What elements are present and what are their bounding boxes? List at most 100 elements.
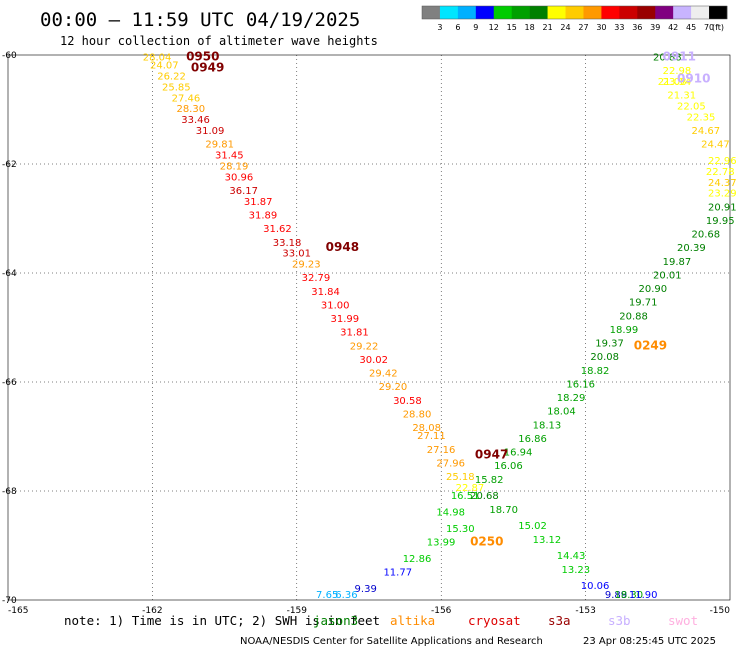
wave-height-value: 18.04 [547, 407, 576, 418]
x-tick-label: -150 [710, 606, 731, 616]
colorbar-label: 45 [686, 23, 696, 32]
wave-height-value: 10.06 [581, 581, 610, 592]
wave-height-value: 7.65 [316, 590, 338, 601]
wave-height-value: 19.71 [629, 298, 658, 309]
wave-height-value: 30.96 [225, 172, 254, 183]
colorbar-swatch [547, 6, 566, 19]
colorbar-legend: 3 6 9 12 15 18 21 24 27 30 33 36 39 42 45 70 [421, 5, 728, 32]
colorbar-label: 3 [437, 23, 442, 32]
wave-height-value: 11.90 [629, 590, 658, 601]
data-points: 28.0424.0726.2225.8527.4628.3033.4631.09… [143, 52, 737, 601]
wave-height-value: 29.20 [379, 382, 408, 393]
wave-height-value: 27.16 [427, 445, 456, 456]
x-tick-label: -165 [8, 606, 28, 616]
wave-height-value: 20.88 [619, 311, 648, 322]
wave-height-value: 23.94 [663, 77, 692, 88]
colorbar-swatch [511, 6, 530, 19]
colorbar-label: 42 [668, 23, 678, 32]
wave-height-value: 24.37 [708, 178, 737, 189]
wave-height-value: 21.31 [667, 91, 696, 102]
wave-height-value: 20.88 [653, 52, 682, 63]
satellite-legend-entry: jason3 [313, 613, 358, 628]
chart-title: 00:00 — 11:59 UTC 04/19/2025 [40, 9, 360, 31]
pass-number-label: 0948 [326, 240, 359, 254]
colorbar-swatch [691, 6, 710, 19]
colorbar-label: 18 [525, 23, 535, 32]
wave-height-value: 13.12 [533, 535, 562, 546]
pass-number-label: 0250 [470, 535, 503, 549]
wave-height-value: 16.51 [451, 491, 480, 502]
wave-height-value: 22.87 [456, 483, 485, 494]
wave-height-value: 22.05 [677, 102, 706, 113]
wave-height-value: 15.02 [518, 521, 547, 532]
wave-height-value: 24.67 [691, 126, 720, 137]
pass-number-label: 0911 [663, 49, 696, 63]
colorbar-border [421, 5, 728, 20]
wave-height-value: 20.68 [691, 230, 720, 241]
wave-height-value: 28.08 [412, 423, 441, 434]
satellite-legend-entry: s3b [608, 613, 631, 628]
wave-height-value: 20.08 [590, 352, 619, 363]
x-tick-label: -159 [287, 606, 308, 616]
colorbar-swatch [475, 6, 495, 19]
wave-height-value: 14.98 [436, 508, 465, 519]
colorbar-swatch [583, 6, 602, 19]
credit-text: NOAA/NESDIS Center for Satellite Applica… [240, 636, 543, 647]
colorbar-label: 36 [632, 23, 642, 32]
wave-height-value: 15.30 [446, 524, 475, 535]
colorbar-unit: (ft) [712, 23, 724, 32]
colorbar-label: 12 [489, 23, 499, 32]
wave-height-value: 16.86 [518, 434, 547, 445]
chart-subtitle: 12 hour collection of altimeter wave hei… [60, 34, 378, 48]
wave-height-value: 13.99 [427, 538, 456, 549]
x-tick-labels: -165 -162 -159 -156 -153 -150 [8, 606, 730, 616]
x-tick-label: -156 [431, 606, 452, 616]
pass-number-label: 0949 [191, 60, 224, 74]
wave-height-value: 26.22 [157, 72, 186, 83]
x-tick-label: -162 [142, 606, 162, 616]
wave-height-value: 18.30 [614, 590, 643, 601]
wave-height-value: 20.39 [677, 243, 706, 254]
wave-height-value: 33.46 [181, 115, 210, 126]
wave-height-value: 28.80 [403, 409, 432, 420]
wave-height-value: 33.01 [282, 249, 311, 260]
wave-height-value: 13.23 [562, 565, 591, 576]
wave-height-value: 28.30 [176, 104, 205, 115]
y-tick-label: -66 [2, 378, 17, 388]
colorbar-swatch [655, 6, 674, 19]
colorbar-label: 39 [650, 23, 660, 32]
wave-height-value: 18.82 [581, 366, 610, 377]
wave-height-value: 32.79 [302, 273, 331, 284]
satellite-legend-entry: s3a [548, 613, 571, 628]
wave-height-value: 20.68 [470, 491, 499, 502]
plot-frame [7, 54, 731, 601]
satellite-legend-entry: swot [668, 613, 698, 628]
wave-height-value: 27.11 [417, 431, 446, 442]
y-tick-label: -60 [2, 51, 17, 61]
wave-height-value: 31.89 [249, 211, 278, 222]
wave-height-value: 24.47 [701, 140, 730, 151]
colorbar-swatch [601, 6, 620, 19]
wave-height-value: 33.18 [273, 238, 302, 249]
x-tick-label: -153 [575, 606, 595, 616]
wave-height-value: 31.62 [263, 224, 292, 235]
pass-number-label: 0249 [634, 338, 667, 352]
colorbar-swatch [529, 6, 548, 19]
wave-height-value: 31.87 [244, 197, 273, 208]
wave-height-value: 27.96 [436, 458, 465, 469]
wave-height-value: 6.36 [335, 590, 357, 601]
wave-height-value: 30.58 [393, 396, 422, 407]
wave-height-value: 25.85 [162, 82, 191, 93]
colorbar-label: 6 [455, 23, 460, 32]
wave-height-value: 27.46 [172, 93, 201, 104]
wave-height-value: 25.18 [446, 472, 475, 483]
y-tick-label: -68 [2, 487, 17, 497]
wave-height-value: 22.35 [687, 112, 716, 123]
wave-height-value: 29.22 [350, 341, 379, 352]
colorbar-label: 30 [596, 23, 606, 32]
satellite-legend-entry: altika [390, 613, 435, 628]
colorbar-swatch [422, 6, 441, 19]
colorbar-swatch [619, 6, 638, 19]
colorbar-swatch [673, 6, 692, 19]
